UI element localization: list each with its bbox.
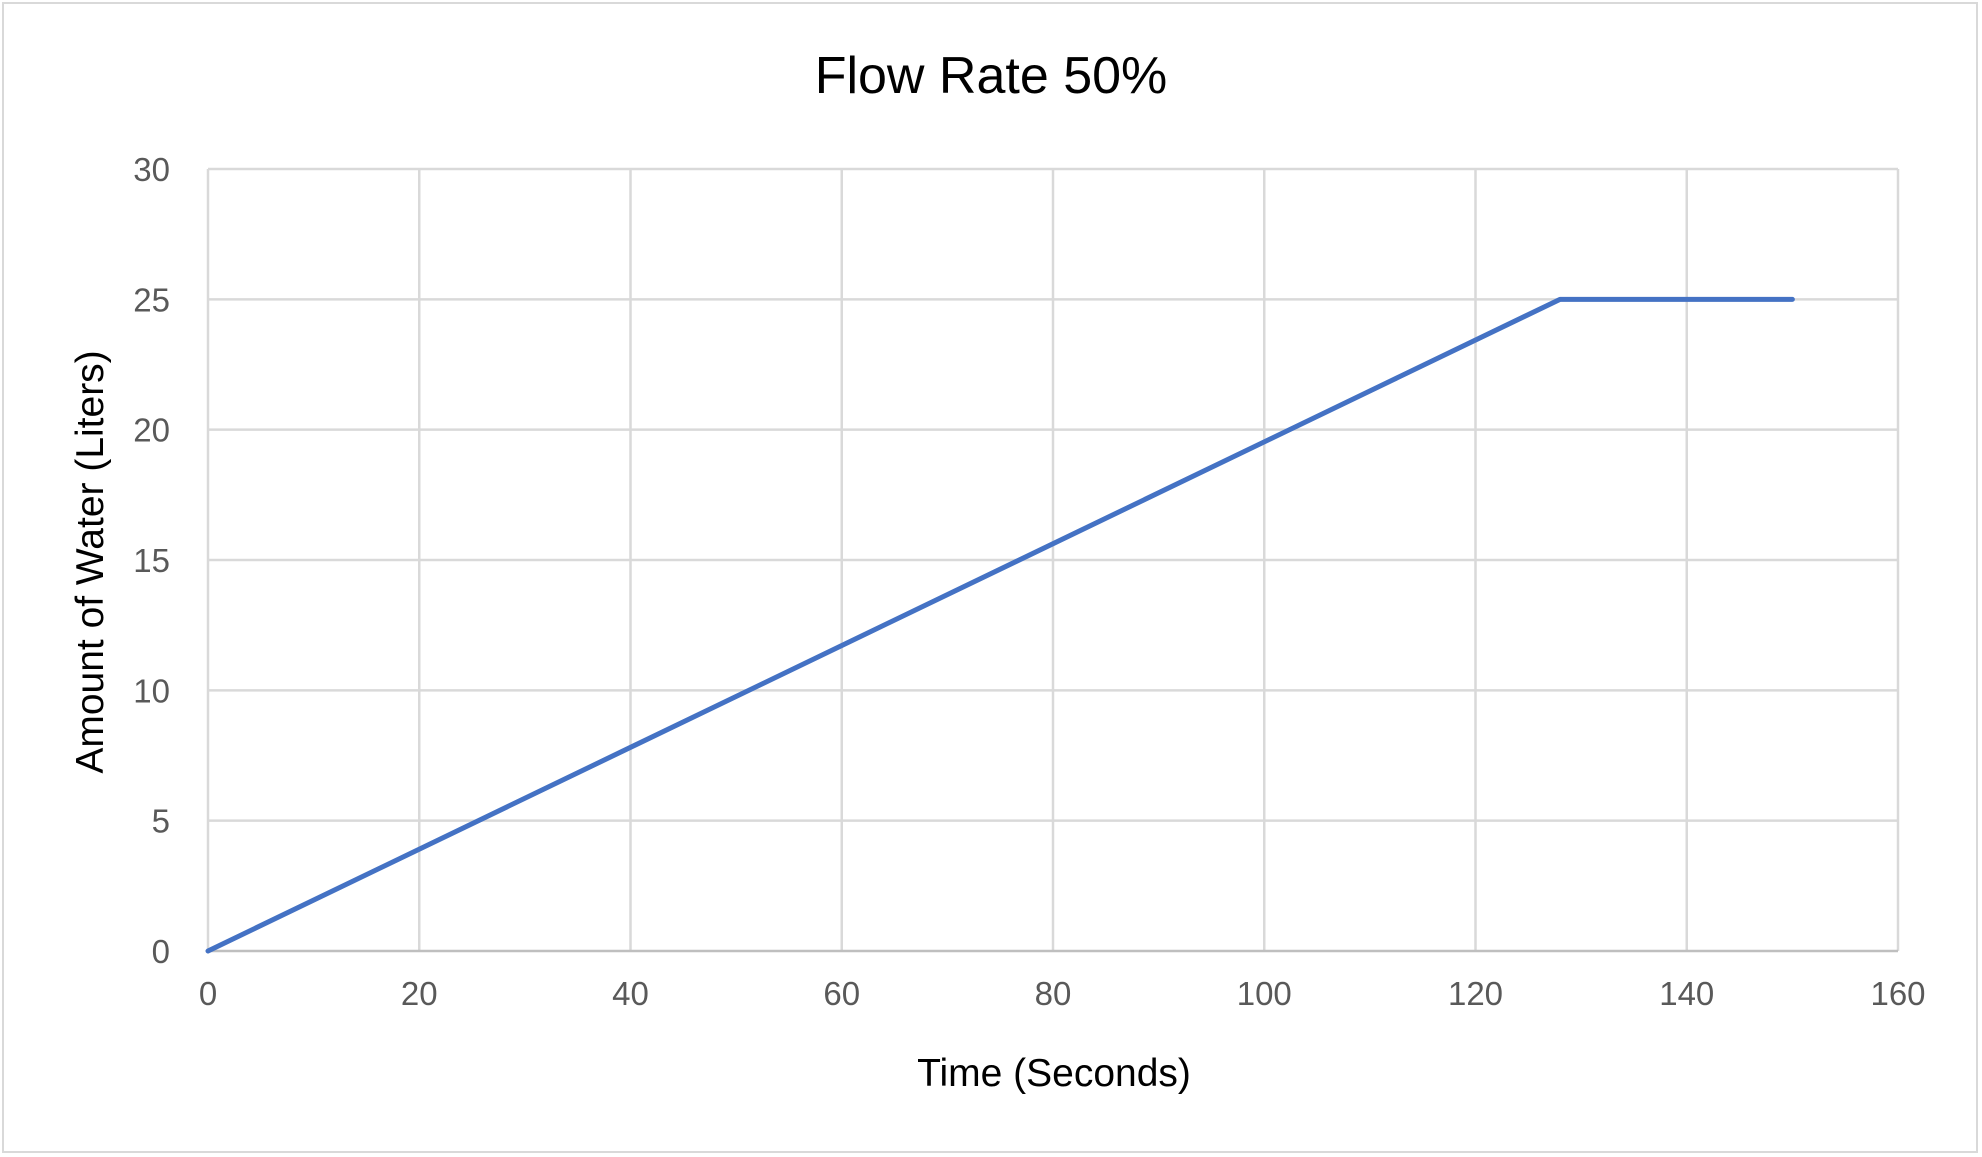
x-axis-title: Time (Seconds): [917, 1052, 1191, 1095]
x-tick-label: 160: [1870, 975, 1925, 1012]
y-tick-label: 5: [152, 803, 170, 840]
x-tick-label: 100: [1237, 975, 1292, 1012]
series-line: [205, 296, 1795, 954]
x-tick-label: 80: [1035, 975, 1072, 1012]
y-tick-label: 20: [133, 412, 170, 449]
x-tick-label: 60: [823, 975, 860, 1012]
x-tick-label: 120: [1448, 975, 1503, 1012]
chart-title: Flow Rate 50%: [815, 47, 1168, 105]
y-tick-label: 30: [133, 151, 170, 188]
x-tick-label: 0: [199, 975, 217, 1012]
x-tick-label: 40: [612, 975, 649, 1012]
y-tick-label: 0: [152, 933, 170, 970]
series-layer: [205, 296, 1795, 954]
grid: [206, 167, 1900, 951]
y-tick-label: 25: [133, 281, 170, 318]
tick-labels: 0 5 10 15 20 25 30 0 20 40 60 80 100 120 140 160: [133, 151, 1925, 1012]
y-tick-label: 15: [133, 542, 170, 579]
x-tick-label: 20: [401, 975, 438, 1012]
x-tick-label: 140: [1659, 975, 1714, 1012]
y-axis-title: Amount of Water (Liters): [69, 350, 112, 773]
y-tick-label: 10: [133, 672, 170, 709]
